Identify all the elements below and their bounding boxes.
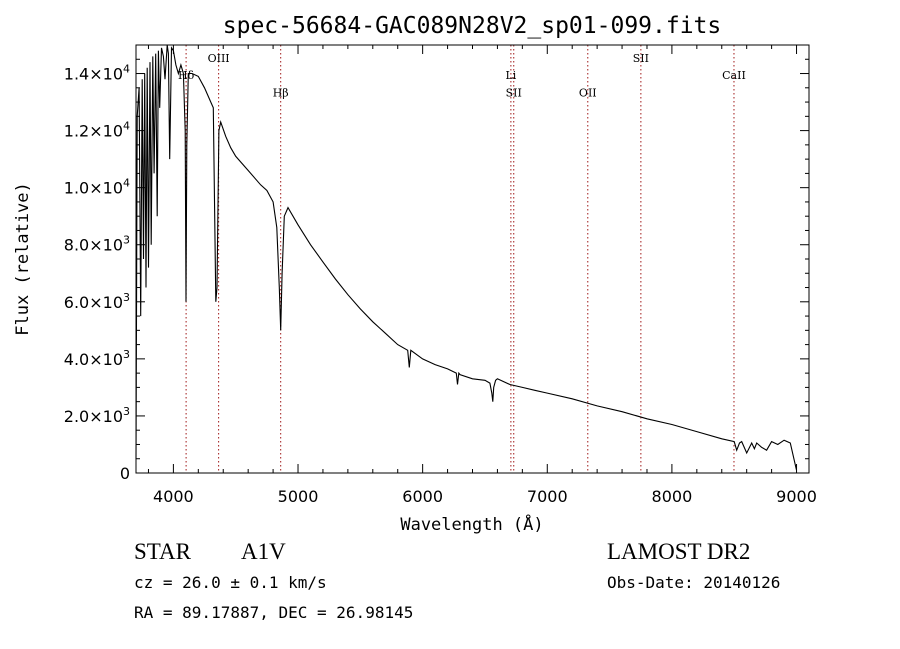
y-tick-label-7: 1.4×104	[64, 63, 130, 84]
marker-label-0: Hδ	[178, 69, 195, 82]
spectrum-line	[135, 44, 798, 471]
x-tick-label-2: 6000	[402, 487, 443, 506]
y-tick-label-5: 1.0×104	[64, 177, 130, 198]
x-tick-label-5: 9000	[776, 487, 817, 506]
y-tick-label-0: 0	[120, 464, 130, 483]
line-marker-labels: Hδ OIII Hβ Li SII OII SII CaII	[178, 52, 746, 99]
y-axis-ticks: 0 2.0×103 4.0×103 6.0×103 8.0×103 1.0×104 1.2×…	[64, 58, 809, 483]
object-subclass: A1V	[241, 539, 286, 564]
y-tick-label-1: 2.0×103	[64, 405, 130, 426]
x-tick-label-3: 7000	[527, 487, 568, 506]
x-tick-label-0: 4000	[153, 487, 194, 506]
y-tick-label-6: 1.2×104	[64, 120, 130, 141]
coordinates-text: RA = 89.17887, DEC = 26.98145	[134, 603, 414, 622]
x-tick-label-1: 5000	[278, 487, 319, 506]
x-axis-label: Wavelength (Å)	[400, 513, 543, 535]
marker-label-2: Hβ	[273, 86, 289, 99]
marker-label-5: OII	[579, 86, 597, 99]
obs-date: Obs-Date: 20140126	[607, 573, 781, 592]
line-markers	[185, 45, 735, 473]
y-axis-label: Flux (relative)	[13, 182, 33, 336]
object-class: STAR	[134, 539, 191, 564]
marker-label-3: Li	[505, 69, 516, 82]
marker-label-4: SII	[506, 86, 522, 99]
plot-frame	[135, 44, 810, 474]
y-tick-label-2: 4.0×103	[64, 348, 130, 369]
redshift-text: cz = 26.0 ± 0.1 km/s	[134, 573, 327, 592]
y-tick-label-3: 6.0×103	[64, 291, 130, 312]
y-tick-label-4: 8.0×103	[64, 234, 130, 255]
x-tick-label-4: 8000	[652, 487, 693, 506]
survey-name: LAMOST DR2	[607, 539, 751, 564]
marker-label-6: SII	[633, 52, 649, 65]
marker-label-7: CaII	[722, 69, 746, 82]
x-axis-ticks: 4000 5000 6000 7000 8000 9000	[147, 45, 817, 506]
marker-label-1: OIII	[208, 52, 230, 65]
chart-title: spec-56684-GAC089N28V2_sp01-099.fits	[223, 13, 722, 39]
